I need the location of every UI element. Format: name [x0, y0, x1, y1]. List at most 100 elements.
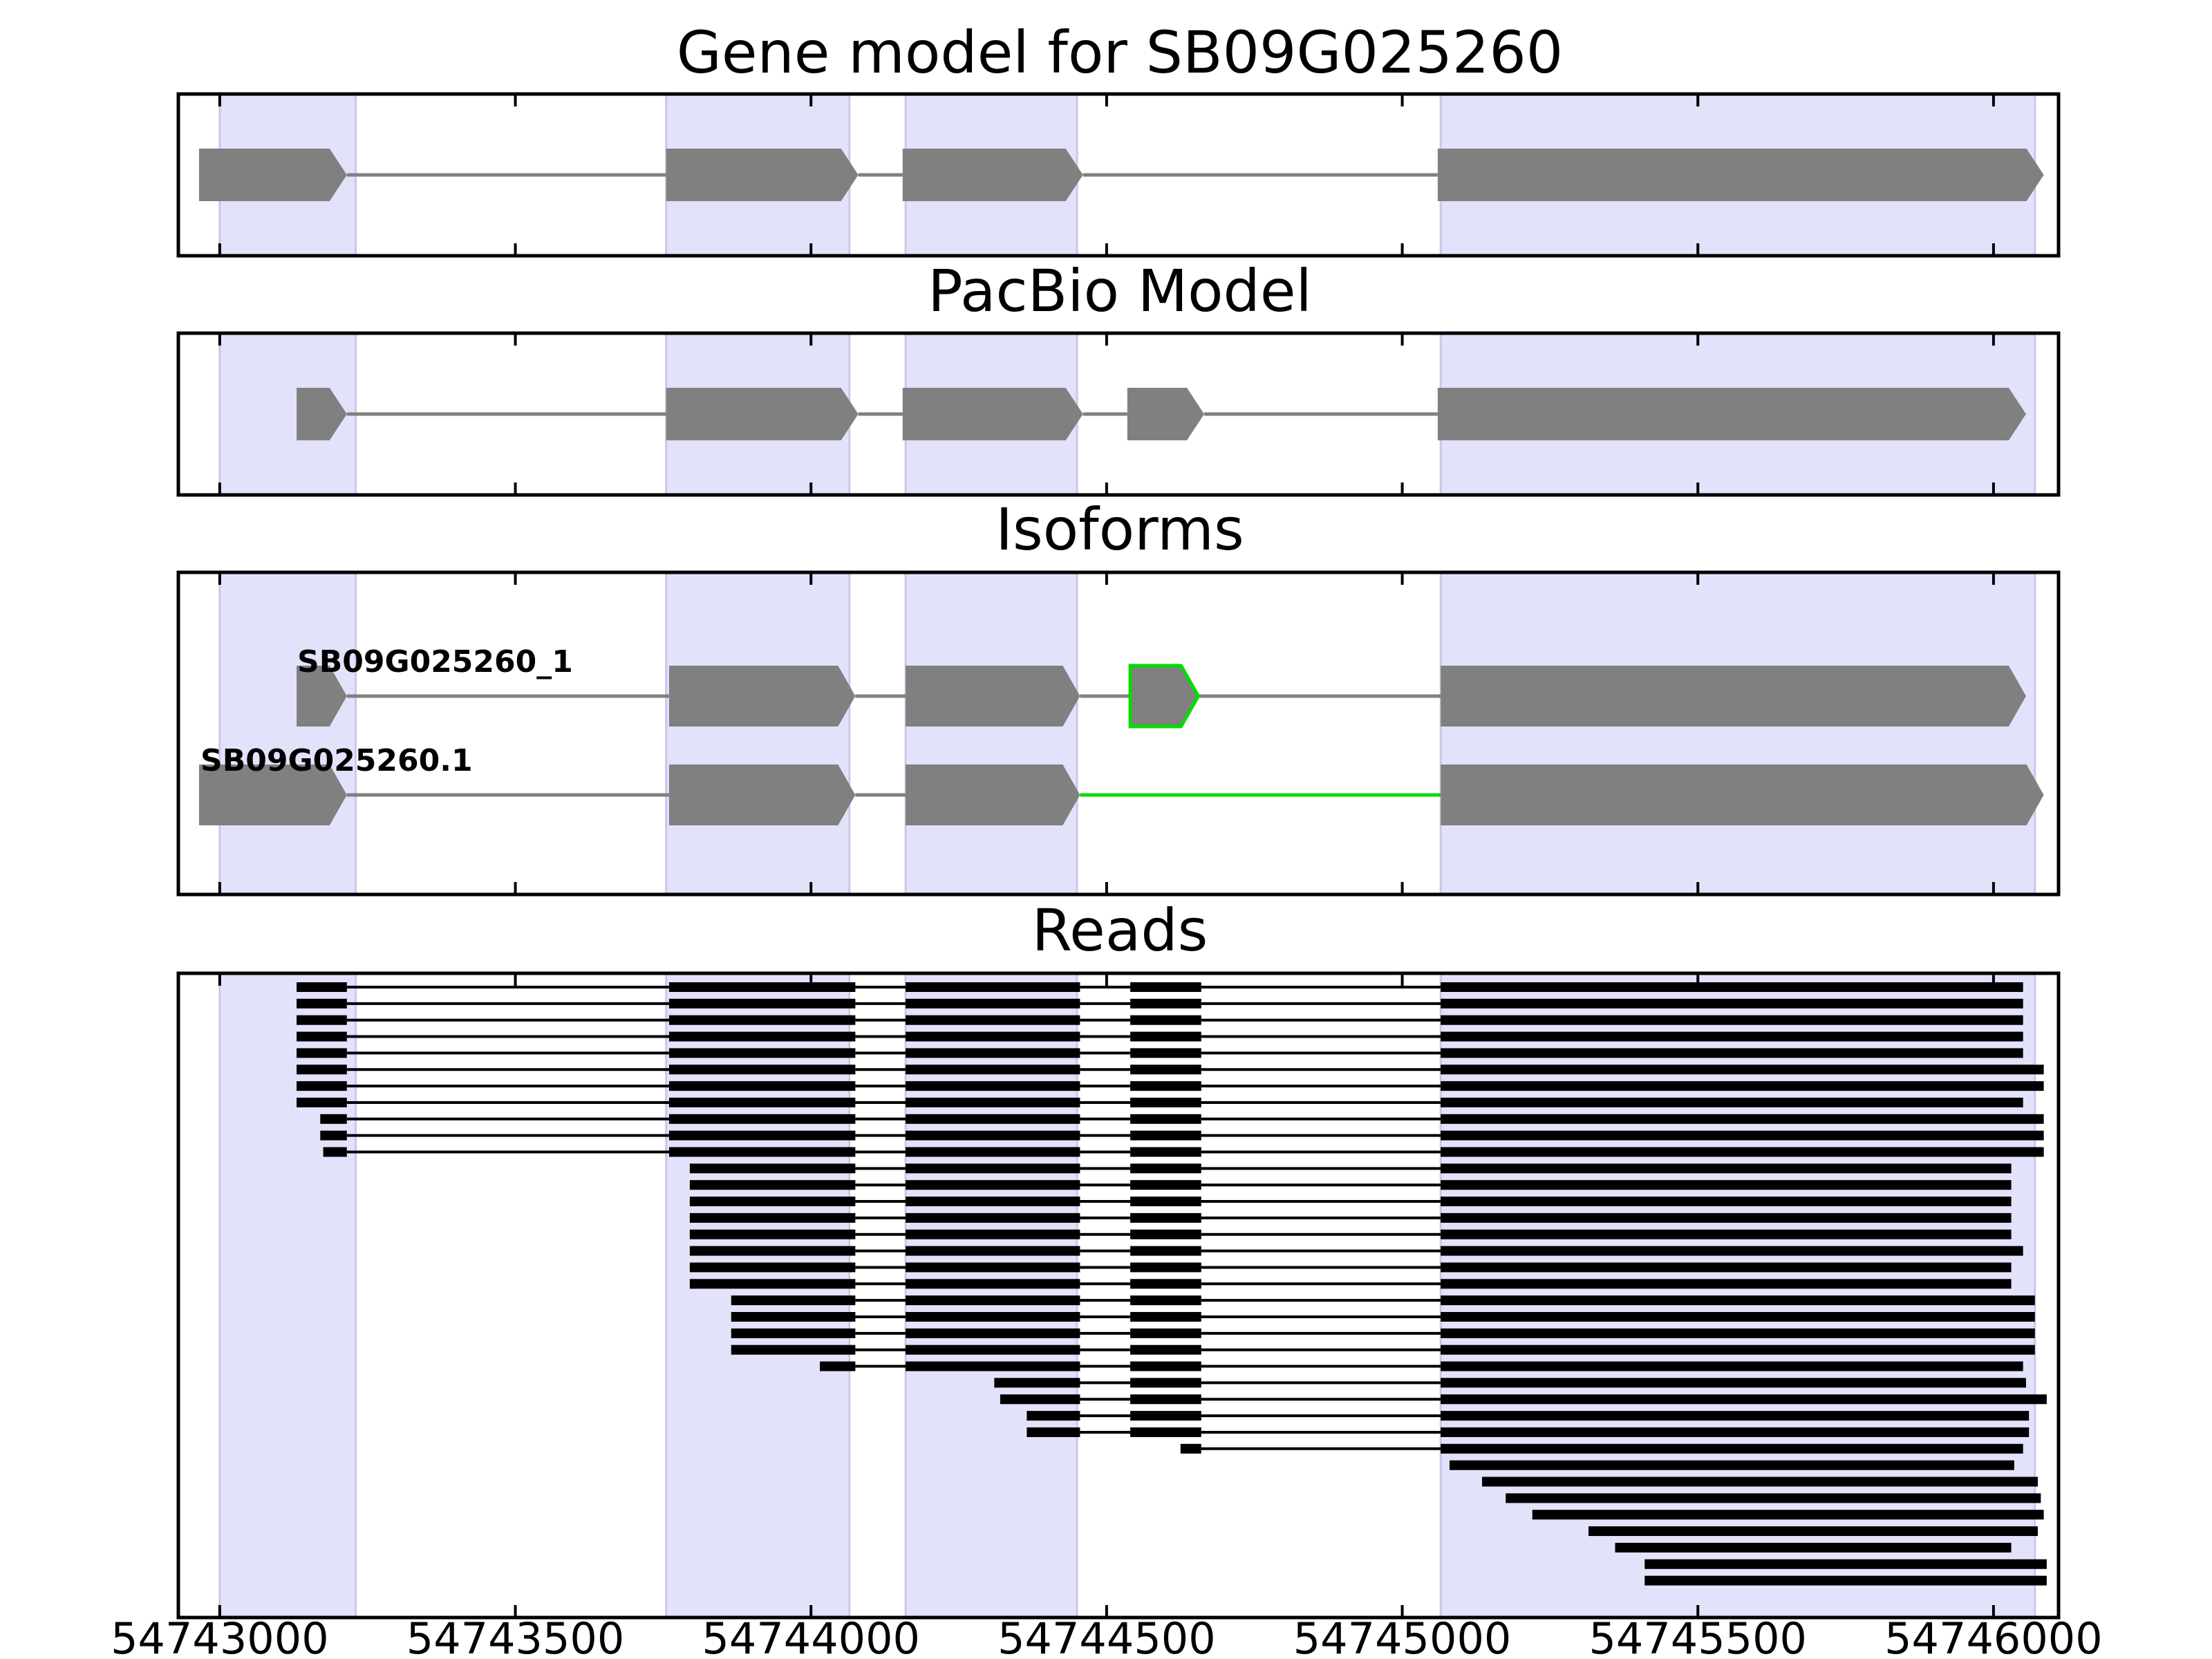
- read-33: [1532, 1510, 2044, 1520]
- read-36-block-1: [1644, 1559, 2047, 1569]
- read-6-block-4: [1130, 1065, 1201, 1075]
- read-14-block-4: [1441, 1197, 2012, 1207]
- read-9: [320, 1114, 2044, 1124]
- read-5-block-1: [297, 1048, 347, 1058]
- read-10-block-1: [320, 1130, 347, 1141]
- read-6-block-3: [906, 1065, 1080, 1075]
- read-21: [731, 1312, 2035, 1322]
- read-1-block-4: [1130, 982, 1201, 992]
- read-7-block-1: [297, 1081, 347, 1091]
- read-31-block-1: [1482, 1477, 2038, 1487]
- read-1-block-2: [668, 982, 856, 992]
- read-28-block-3: [1441, 1427, 2030, 1437]
- read-28-block-1: [1027, 1427, 1080, 1437]
- isoforms-panel: [176, 570, 2061, 897]
- isoforms-exon-region-2: [665, 571, 851, 896]
- read-5-block-5: [1441, 1048, 2023, 1058]
- read-10-block-3: [906, 1130, 1080, 1141]
- read-34-block-1: [1588, 1526, 2038, 1537]
- read-11-block-2: [668, 1147, 856, 1157]
- isoforms-title: Isoforms: [995, 496, 1244, 563]
- reads-exon-region-3: [904, 972, 1078, 1619]
- isoforms-exon-region-4: [1439, 571, 2036, 896]
- isoform-1-exon-2: [668, 666, 856, 727]
- read-17-block-2: [906, 1246, 1080, 1256]
- gene-model-frame: [176, 92, 2061, 258]
- read-4: [297, 1031, 2023, 1042]
- isoforms-frame: [176, 570, 2061, 897]
- read-23: [731, 1344, 2035, 1355]
- read-21-block-1: [731, 1312, 856, 1322]
- read-13-block-1: [689, 1180, 856, 1190]
- read-11-block-5: [1441, 1147, 2044, 1157]
- read-16-block-2: [906, 1229, 1080, 1239]
- read-9-block-1: [320, 1114, 347, 1124]
- read-19-block-2: [906, 1279, 1080, 1289]
- read-1: [297, 982, 2023, 992]
- pacbio-model-exon-5: [1437, 388, 2026, 440]
- read-25-block-3: [1441, 1378, 2026, 1388]
- read-16-block-3: [1130, 1229, 1201, 1239]
- read-24-block-4: [1441, 1361, 2023, 1371]
- read-21-block-3: [1130, 1312, 1201, 1322]
- read-1-block-5: [1441, 982, 2023, 992]
- read-25: [994, 1378, 2026, 1388]
- read-15-block-3: [1130, 1212, 1201, 1223]
- read-28: [1027, 1427, 2030, 1437]
- read-6-block-2: [668, 1065, 856, 1075]
- read-7-block-2: [668, 1081, 856, 1091]
- reads-exon-region-1: [218, 972, 357, 1619]
- read-10-block-5: [1441, 1130, 2044, 1141]
- read-22: [731, 1328, 2035, 1338]
- read-1-block-1: [297, 982, 347, 992]
- read-22-block-4: [1441, 1328, 2035, 1338]
- read-25-block-2: [1130, 1378, 1201, 1388]
- read-11-block-1: [323, 1147, 347, 1157]
- read-2-block-4: [1130, 998, 1201, 1009]
- isoform-2-exon-3: [906, 765, 1080, 825]
- read-12-block-1: [689, 1163, 856, 1174]
- reads-frame: [176, 971, 2061, 1620]
- read-26-block-3: [1441, 1394, 2047, 1405]
- read-3-block-1: [297, 1015, 347, 1025]
- read-8-block-4: [1130, 1097, 1201, 1107]
- read-14: [689, 1197, 2012, 1207]
- read-13-block-4: [1441, 1180, 2012, 1190]
- read-12-block-2: [906, 1163, 1080, 1174]
- x-axis: 54743000 54743500 54744000 54744500 54745000…: [111, 1613, 2103, 1659]
- read-4-block-5: [1441, 1031, 2023, 1042]
- read-17: [689, 1246, 2023, 1256]
- read-19-block-4: [1441, 1279, 2012, 1289]
- read-12: [689, 1163, 2012, 1174]
- pacbio-model-exon-1: [297, 388, 347, 440]
- read-9-block-3: [906, 1114, 1080, 1124]
- read-1-block-3: [906, 982, 1080, 992]
- read-17-block-4: [1441, 1246, 2023, 1256]
- reads-panel: [176, 971, 2061, 1620]
- read-26-block-1: [1000, 1394, 1080, 1405]
- read-14-block-1: [689, 1197, 856, 1207]
- pacbio-model-exon-2: [666, 388, 859, 440]
- read-7-block-4: [1130, 1081, 1201, 1091]
- read-7: [297, 1081, 2044, 1091]
- read-25-block-1: [994, 1378, 1080, 1388]
- x-tick-label-5: 54745000: [1293, 1613, 1512, 1659]
- read-3: [297, 1015, 2023, 1025]
- read-3-block-2: [668, 1015, 856, 1025]
- read-27-block-2: [1130, 1411, 1201, 1421]
- read-9-block-2: [668, 1114, 856, 1124]
- read-15-block-2: [906, 1212, 1080, 1223]
- pacbio-model-frame: [176, 331, 2061, 497]
- read-22-block-2: [906, 1328, 1080, 1338]
- isoform-1-exon-3: [906, 666, 1080, 727]
- read-11: [323, 1147, 2044, 1157]
- read-24: [820, 1361, 2023, 1371]
- read-24-block-3: [1130, 1361, 1201, 1371]
- read-35: [1615, 1542, 2012, 1553]
- read-17-block-1: [689, 1246, 856, 1256]
- isoform-label-2: SB09G025260.1: [200, 743, 473, 778]
- isoform-label-1: SB09G025260_1: [297, 644, 573, 679]
- read-22-block-3: [1130, 1328, 1201, 1338]
- read-24-block-1: [820, 1361, 856, 1371]
